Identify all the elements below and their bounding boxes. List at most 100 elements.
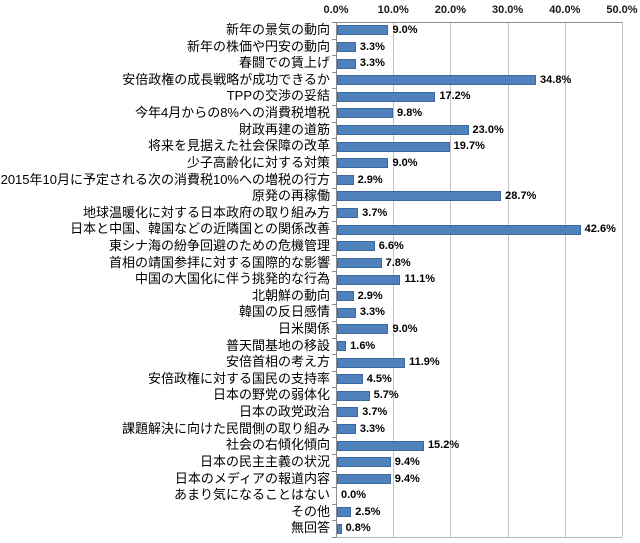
category-label: 日米関係 [277,321,330,337]
bar [337,58,356,69]
bar [337,75,536,86]
plot-area-bottom-border [336,537,622,538]
value-label: 3.3% [359,422,385,435]
category-axis-tick [332,504,336,505]
gridline [450,22,451,537]
bar [337,41,356,52]
category-axis-tick [332,105,336,106]
category-label: 日本の野党の弱体化 [212,387,330,403]
bar [337,124,469,135]
bar [337,390,370,401]
value-label: 9.0% [392,156,418,169]
value-label: 0.0% [341,489,367,502]
category-axis-tick [332,39,336,40]
category-label: 新年の景気の動向 [225,22,330,37]
value-label: 2.9% [357,173,383,186]
category-axis-tick [332,537,336,538]
category-axis-tick [332,255,336,256]
category-axis-tick [332,288,336,289]
category-axis-tick [332,387,336,388]
category-label: 春闘での賃上げ [238,55,330,71]
bar [337,440,424,451]
value-label: 3.7% [362,206,388,219]
category-axis-tick [332,437,336,438]
category-label: 2015年10月に予定される次の消費税10%への増税の行方 [0,171,330,187]
bar [337,25,388,36]
value-label: 19.7% [453,140,485,153]
category-label: 東シナ海の紛争回避のための危機管理 [108,237,330,253]
category-label: 北朝鮮の動向 [251,287,330,303]
category-label: 安倍政権に対する国民の支持率 [147,370,330,386]
category-axis-tick [332,88,336,89]
bar [337,324,388,335]
bar [337,158,388,169]
category-axis-tick [332,172,336,173]
category-axis-tick [332,304,336,305]
bar [337,523,342,534]
category-label: その他 [290,503,330,519]
value-label: 15.2% [427,439,460,452]
bar [337,424,356,435]
value-label: 11.9% [409,356,440,369]
value-label: 5.7% [373,389,399,402]
bar [337,457,391,468]
category-axis-tick [332,122,336,123]
bar [337,340,346,351]
bar [337,174,354,185]
category-label: 少子高齢化に対する対策 [186,154,330,170]
category-label: 日本のメディアの報道内容 [174,470,330,486]
value-label: 6.6% [378,239,404,252]
category-axis-line [336,22,337,537]
gridline [622,22,623,537]
category-axis-tick [332,205,336,206]
bar [337,374,363,385]
value-label: 2.5% [355,505,381,518]
value-label: 3.3% [359,57,385,70]
value-label: 28.7% [505,190,537,203]
category-label: 今年4月からの8%への消費税増税 [134,105,330,121]
bar [337,257,382,268]
category-label: 地球温暖化に対する日本政府の取り組み方 [82,204,330,220]
value-label: 9.4% [394,455,420,468]
category-axis-tick [332,22,336,23]
value-label: 9.0% [392,323,418,336]
category-axis-tick [332,421,336,422]
gridline [508,22,509,537]
category-label: あまり気になることはない [173,487,330,503]
value-label: 7.8% [385,256,411,269]
bar [337,507,351,518]
category-axis-tick [332,271,336,272]
value-label: 4.5% [366,372,392,385]
category-label: TPPの交渉の妥結 [226,88,330,104]
bar [337,108,393,119]
bar [337,357,405,368]
category-label: 新年の株価や円安の動向 [186,38,330,54]
category-label: 社会の右傾化傾向 [225,437,330,453]
category-label: 日本の民主主義の状況 [199,453,330,469]
value-label: 9.8% [397,107,423,120]
gridline [565,22,566,537]
bar [337,141,450,152]
category-axis-tick [332,238,336,239]
category-label: 首相の靖国参拝に対する国際的な影響 [108,254,330,270]
category-label: 日本と中国、韓国などの近隣国との関係改善 [70,221,330,237]
value-label: 3.3% [359,306,385,319]
category-axis-tick [332,354,336,355]
category-axis-tick [332,221,336,222]
category-label: 将来を見据えた社会保障の改革 [147,138,330,154]
value-axis-line [336,22,622,23]
bar [337,224,581,235]
category-axis-tick [332,321,336,322]
value-label: 9.0% [392,24,418,36]
value-label: 3.3% [359,40,385,53]
value-label: 23.0% [472,123,504,136]
category-label: 日本の政党政治 [238,404,330,420]
category-label: 財政再建の道筋 [238,121,330,137]
bar [337,191,501,202]
bar [337,208,358,219]
x-axis-tick-label: 40.0% [549,4,581,16]
value-label: 0.8% [345,522,371,535]
bar [337,91,435,102]
x-axis-tick-label: 50.0% [606,4,638,16]
